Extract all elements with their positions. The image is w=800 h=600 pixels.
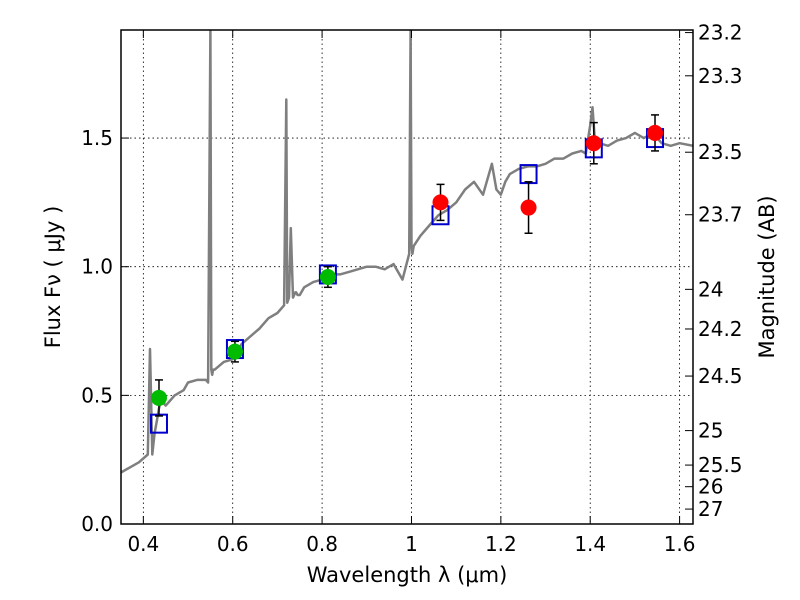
observed-point-observed-nir: [647, 124, 664, 141]
y-tick-label: 1.0: [81, 255, 113, 279]
x-axis-label: Wavelength λ (μm): [307, 563, 508, 587]
y-axis-label: Flux Fν ( μJy ): [41, 206, 65, 349]
x-tick-label: 1.2: [485, 532, 517, 556]
observed-point-observed-nir: [585, 135, 602, 152]
y2-tick-label: 24: [698, 277, 723, 301]
spectrum-layer: [121, 30, 693, 474]
plot-border: [120, 29, 694, 525]
y2-tick-label: 25.5: [698, 453, 743, 477]
y-tick-label: 1.5: [81, 126, 113, 150]
x-tick-label: 1: [405, 532, 418, 556]
observed-point-observed-optical: [150, 389, 167, 406]
marker-layer: [149, 114, 665, 434]
y2-tick-label: 23.7: [698, 203, 743, 227]
observed-point-observed-nir: [520, 199, 537, 216]
observed-point-observed-optical: [226, 343, 243, 360]
y2-tick-label: 25: [698, 419, 723, 443]
plot-frame: [121, 30, 693, 524]
y2-axis-label: Magnitude (AB): [755, 195, 779, 358]
x-tick-label: 0.6: [217, 532, 249, 556]
y2-tick-label: 24.5: [698, 364, 743, 388]
label-layer: 0.4 0.6 0.8 1 1.2 1.4 1.6 0.0 0.5 1.0 1.5 23.2 23.3 2…: [81, 21, 742, 556]
observed-point-observed-nir: [432, 194, 449, 211]
y2-tick-label: 23.2: [698, 21, 743, 45]
y2-tick-label: 27: [698, 497, 723, 521]
y-tick-label: 0.0: [81, 512, 113, 536]
x-tick-label: 0.4: [127, 532, 159, 556]
tick-layer: [121, 30, 693, 525]
x-tick-label: 1.4: [574, 532, 606, 556]
observed-point-observed-optical: [319, 269, 336, 285]
spectrum-line: [121, 30, 693, 474]
x-tick-label: 0.8: [306, 532, 338, 556]
y2-tick-label: 26: [698, 475, 723, 499]
y-tick-label: 0.5: [81, 383, 113, 407]
y2-tick-label: 24.2: [698, 317, 743, 341]
x-tick-label: 1.6: [664, 532, 696, 556]
y2-tick-label: 23.3: [698, 64, 743, 88]
y2-tick-label: 23.5: [698, 140, 743, 164]
